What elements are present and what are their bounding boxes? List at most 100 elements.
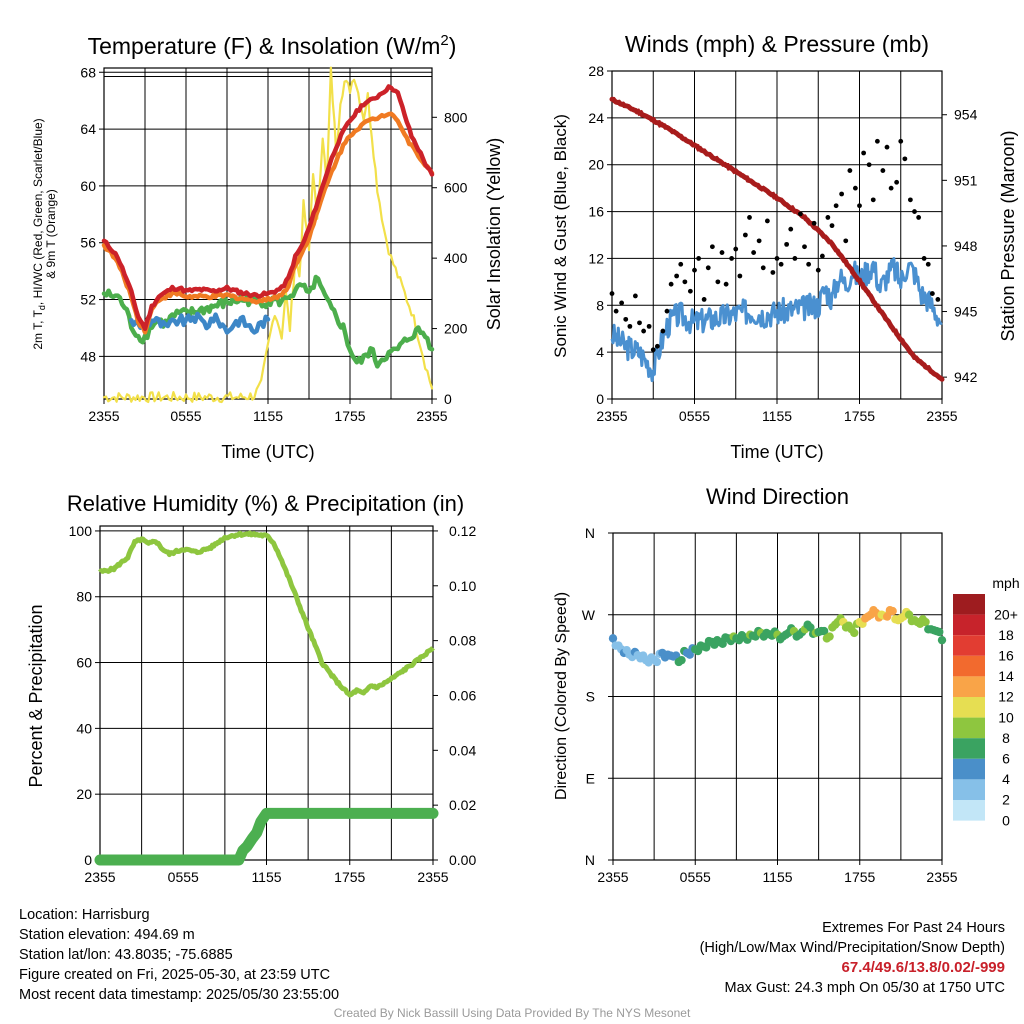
- pressure-ylabel-text: Station Pressure (Maroon): [998, 130, 1018, 341]
- colorbar-swatch: [953, 614, 985, 636]
- gust-point: [898, 138, 904, 144]
- temp-rtick-label: 200: [444, 321, 468, 337]
- gust-point: [705, 265, 711, 271]
- temperature-frame-border: [103, 67, 433, 400]
- direction-point: [718, 639, 727, 649]
- rh-rtick-label: 0.12: [449, 523, 476, 539]
- direction-point: [937, 635, 947, 645]
- dir-ytick-label: W: [582, 607, 596, 623]
- gust-point: [874, 138, 880, 144]
- colorbar-label: 12: [998, 689, 1014, 705]
- credit-line: Created By Nick Bassill Using Data Provi…: [333, 1006, 691, 1020]
- direction-point: [888, 606, 897, 616]
- winds-ytick-label: 12: [588, 250, 604, 266]
- gust-point: [935, 297, 941, 302]
- winds-ytick-label: 24: [588, 110, 604, 126]
- gust-point: [692, 267, 697, 273]
- gust-point: [709, 244, 715, 250]
- temp-series-temperature: [101, 84, 435, 332]
- temperature-title-main: Temperature (F) & Insolation (W/m: [88, 33, 441, 59]
- gust-point: [723, 281, 729, 287]
- temperature-ylabel: 2m T, Td, HI/WC (Red, Green, Scarlet/Blu…: [31, 118, 58, 349]
- temp-ytick-label: 60: [80, 178, 96, 194]
- direction-frame: [612, 532, 943, 861]
- direction-point: [652, 657, 662, 667]
- direction-point: [608, 634, 618, 643]
- temp-ytick-label: 56: [80, 235, 96, 251]
- direction-point: [677, 655, 686, 665]
- winds-rtick-label: 948: [954, 238, 978, 254]
- recent-timestamp: Most recent data timestamp: 2025/05/30 2…: [19, 987, 340, 1003]
- gust-point: [664, 308, 670, 314]
- winds-grid: 2355 0555 1155 1755 235504812162024289429459…: [588, 63, 977, 424]
- temp-rtick-label: 600: [444, 180, 468, 196]
- gust-point: [819, 253, 825, 259]
- rh-xtick-label: 0555: [168, 869, 199, 885]
- gust-point: [912, 209, 917, 214]
- colorbar-swatch: [953, 717, 985, 739]
- ylabel-sub: d: [37, 305, 47, 310]
- gust-point: [929, 291, 935, 296]
- gust-point: [737, 273, 743, 279]
- temperature-grid: 2355 0555 1155 1755 2355 48 52 56 60 64 68 0 200 400 6…: [80, 64, 467, 424]
- humidity-panel: 2355 0555 1155 1755 23550204060801000.000.02…: [26, 491, 476, 885]
- gust-point: [729, 256, 735, 261]
- gust-point: [888, 185, 894, 191]
- gust-point: [852, 185, 858, 191]
- rh-xtick-label: 2355: [417, 869, 448, 885]
- temperature-title-sup: 2: [440, 32, 448, 49]
- direction-point: [685, 650, 694, 659]
- gust-point: [806, 261, 812, 267]
- direction-point: [935, 627, 944, 637]
- gust-point: [668, 281, 674, 287]
- winds-xtick-label: 2355: [926, 408, 957, 424]
- temp-series-wind-chill: [129, 311, 271, 335]
- temperature-title: Temperature (F) & Insolation (W/m2): [88, 32, 457, 59]
- colorbar-label: 2: [1002, 792, 1010, 808]
- temp-rtick-label: 800: [444, 109, 468, 125]
- direction-point: [921, 617, 930, 627]
- gust-point: [687, 288, 693, 294]
- colorbar-label: 18: [998, 627, 1014, 643]
- ylabel-part: , HI/WC (Red, Green, Scarlet/Blue): [31, 118, 45, 305]
- temperature-xlabel: Time (UTC): [221, 442, 314, 462]
- direction-point: [904, 610, 914, 619]
- winds-ytick-label: 16: [588, 204, 604, 220]
- direction-point: [806, 623, 815, 632]
- ylabel-part: 2m T, T: [31, 309, 45, 349]
- colorbar-swatch: [953, 655, 985, 677]
- rh-rtick-label: 0.00: [449, 852, 476, 868]
- station-info: Location: Harrisburg Station elevation: …: [19, 905, 339, 1005]
- colorbar-label: 4: [1002, 771, 1010, 787]
- gust-point: [815, 267, 821, 273]
- dir-ytick-label: N: [585, 852, 595, 868]
- gust-point: [627, 323, 633, 329]
- colorbar-swatch: [953, 779, 985, 800]
- rh-ytick-label: 80: [76, 589, 92, 605]
- direction-ylabel-text: Direction (Colored By Speed): [553, 592, 570, 800]
- colorbar-label: 0: [1002, 812, 1010, 828]
- gust-point: [674, 273, 680, 279]
- gust-point: [764, 218, 770, 224]
- winds-xtick-label: 1155: [762, 408, 792, 424]
- winds-xlabel: Time (UTC): [730, 442, 823, 462]
- gust-point: [902, 156, 908, 162]
- rh-rtick-label: 0.02: [449, 797, 476, 813]
- gust-point: [650, 347, 656, 353]
- colorbar-swatch: [953, 635, 985, 656]
- gust-point: [811, 220, 817, 226]
- rh-rtick-label: 0.08: [449, 633, 476, 649]
- winds-xtick-label: 0555: [679, 408, 710, 424]
- gust-point: [839, 191, 845, 197]
- temperature-ylabel-line2: & 9m T (Orange): [44, 189, 58, 279]
- gust-point: [847, 168, 853, 173]
- colorbar-label: 20+: [994, 606, 1018, 622]
- gust-point: [760, 265, 766, 271]
- dir-ytick-label: S: [586, 689, 595, 705]
- rh-xtick-label: 1155: [251, 869, 281, 885]
- temperature-frame: [103, 67, 433, 400]
- gust-point: [751, 250, 757, 255]
- extremes-title: Extremes For Past 24 Hours: [822, 920, 1005, 936]
- gust-point: [843, 238, 849, 244]
